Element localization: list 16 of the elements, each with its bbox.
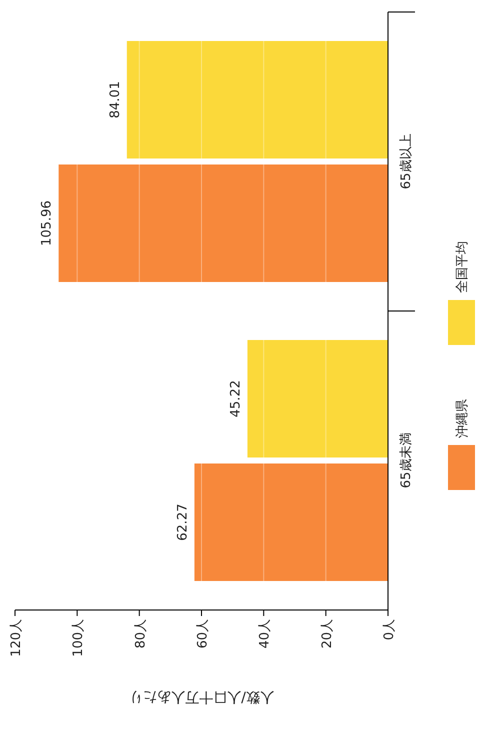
x-tick-label: 120人 [9,619,24,657]
data-label: 105.96 [40,200,55,246]
y-tick-label: 65歳以上 [399,134,414,190]
data-label: 45.22 [228,380,244,418]
x-tick-label: 60人 [196,619,210,649]
x-tick-label: 80人 [133,619,148,649]
x-axis-title: 人数/人口十万人あたり [129,689,274,705]
x-tick-label: 0人 [382,619,397,640]
x-tick-label: 40人 [258,619,273,649]
x-tick-label: 20人 [320,619,335,649]
y-tick-label: 65歳未満 [399,432,414,488]
data-label: 84.01 [108,81,123,118]
x-tick-label: 100人 [71,619,86,657]
data-label: 62.27 [175,504,190,541]
text: 沖縄県 [455,399,470,438]
text: 全国平均 [455,241,470,293]
